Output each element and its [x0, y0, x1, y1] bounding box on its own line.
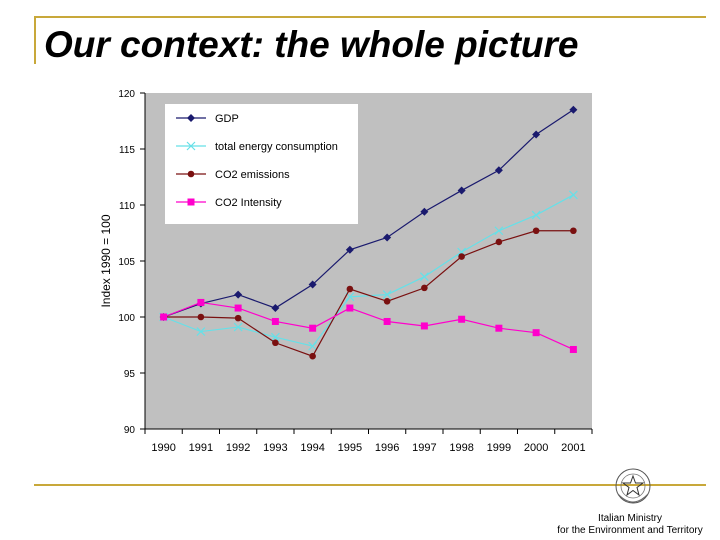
- data-point: [568, 190, 578, 200]
- organization-line-1: Italian Ministry: [598, 513, 662, 524]
- x-tick-label: 2001: [561, 442, 585, 454]
- data-point: [458, 315, 466, 323]
- x-tick-label: 1992: [226, 442, 250, 454]
- data-point: [420, 207, 429, 216]
- x-tick-label: 1997: [412, 442, 436, 454]
- legend-label: total energy consumption: [215, 141, 338, 153]
- legend-marker: [187, 170, 195, 178]
- data-point: [458, 253, 465, 260]
- x-tick-label: 1993: [263, 442, 287, 454]
- data-point: [420, 322, 428, 330]
- y-tick-label: 90: [124, 425, 136, 436]
- y-tick-label: 105: [118, 257, 135, 268]
- organization-line-2: for the Environment and Territory: [557, 525, 703, 536]
- data-point: [197, 313, 205, 321]
- data-point: [495, 324, 503, 332]
- data-point: [532, 329, 540, 337]
- data-point: [419, 272, 429, 282]
- data-point: [309, 352, 316, 360]
- data-point: [382, 290, 392, 300]
- y-tick-label: 95: [124, 369, 136, 380]
- y-tick-label: 120: [118, 89, 135, 100]
- x-tick-label: 1995: [338, 442, 362, 454]
- ministry-emblem: [615, 468, 651, 504]
- data-point: [233, 322, 243, 332]
- data-point: [383, 317, 391, 325]
- legend-label: CO2 emissions: [215, 169, 290, 181]
- data-point: [196, 327, 206, 336]
- data-point: [531, 210, 541, 220]
- data-point: [234, 304, 242, 312]
- plot-area: 90 95 100 105 110 115 120 1990 1991 1992 1993 1994 1…: [99, 89, 593, 454]
- data-point: [495, 238, 503, 246]
- data-point: [532, 130, 541, 139]
- data-point: [570, 227, 577, 235]
- data-point: [234, 314, 242, 322]
- data-point: [308, 280, 317, 289]
- legend-marker: [186, 141, 196, 151]
- data-point: [308, 341, 318, 351]
- y-tick-label: 100: [118, 313, 135, 324]
- data-point: [346, 285, 354, 293]
- x-tick-label: 1994: [300, 442, 324, 454]
- data-point: [494, 166, 503, 175]
- data-point: [271, 304, 280, 313]
- x-tick-label: 1991: [189, 442, 213, 454]
- data-point: [270, 332, 280, 342]
- data-point: [271, 317, 279, 325]
- x-tick-label: 1990: [151, 442, 175, 454]
- data-point: [383, 298, 391, 305]
- series-line-3: [163, 301, 574, 351]
- data-point: [457, 186, 466, 195]
- data-point: [309, 324, 317, 332]
- series-line-2: [163, 230, 574, 357]
- data-point: [494, 226, 504, 236]
- data-point: [345, 245, 354, 254]
- y-tick-label: 110: [119, 201, 135, 212]
- data-point: [532, 227, 540, 235]
- data-point: [160, 313, 168, 321]
- data-point: [197, 298, 205, 306]
- x-tick-label: 1998: [449, 442, 473, 454]
- legend-marker: [187, 198, 195, 206]
- series-line-0: [163, 109, 574, 318]
- data-point: [346, 304, 354, 312]
- data-point: [383, 233, 392, 242]
- y-tick-label: 115: [119, 145, 135, 156]
- bottom-rule: [34, 484, 706, 486]
- slide-title: Our context: the whole picture: [44, 24, 579, 65]
- legend-label: GDP: [215, 113, 239, 125]
- data-point: [272, 339, 279, 347]
- x-tick-label: 2000: [524, 442, 548, 454]
- legend-box: [165, 104, 358, 224]
- y-axis-label: Index 1990 = 100: [99, 214, 113, 307]
- data-point: [569, 105, 578, 114]
- top-left-rule: [34, 16, 36, 64]
- x-tick-label: 1999: [487, 442, 511, 454]
- data-point: [421, 284, 428, 292]
- x-tick-label: 1996: [375, 442, 399, 454]
- legend-label: CO2 Intensity: [215, 197, 282, 209]
- data-point: [234, 290, 243, 299]
- top-rule: [34, 16, 706, 18]
- data-point: [569, 345, 577, 353]
- legend-marker: [187, 114, 195, 122]
